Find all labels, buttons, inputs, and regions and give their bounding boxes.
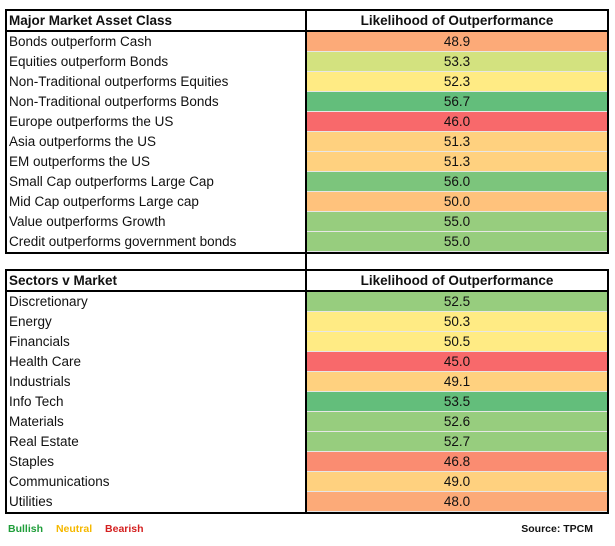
- table-row: Non-Traditional outperforms Bonds 56.7: [7, 92, 607, 112]
- table-row: Value outperforms Growth 55.0: [7, 212, 607, 232]
- table-row: Health Care 45.0: [7, 352, 607, 372]
- row-label: Financials: [7, 332, 307, 352]
- row-value: 51.3: [307, 132, 607, 152]
- table-row: Energy 50.3: [7, 312, 607, 332]
- row-value: 52.7: [307, 432, 607, 452]
- row-label: Value outperforms Growth: [7, 212, 307, 232]
- row-label: Europe outperforms the US: [7, 112, 307, 132]
- row-value: 45.0: [307, 352, 607, 372]
- table-row: Industrials 49.1: [7, 372, 607, 392]
- table-row: Staples 46.8: [7, 452, 607, 472]
- table-row: EM outperforms the US 51.3: [7, 152, 607, 172]
- table-header: Major Market Asset Class Likelihood of O…: [7, 11, 607, 32]
- row-value: 49.1: [307, 372, 607, 392]
- row-value: 48.9: [307, 32, 607, 52]
- row-value: 46.0: [307, 112, 607, 132]
- sectors-table: Sectors v Market Likelihood of Outperfor…: [5, 269, 609, 514]
- table-row: Communications 49.0: [7, 472, 607, 492]
- row-label: Non-Traditional outperforms Equities: [7, 72, 307, 92]
- table-row: Mid Cap outperforms Large cap 50.0: [7, 192, 607, 212]
- table-row: Small Cap outperforms Large Cap 56.0: [7, 172, 607, 192]
- row-label: Credit outperforms government bonds: [7, 232, 307, 252]
- column-divider: [305, 249, 307, 269]
- table-row: Equities outperform Bonds 53.3: [7, 52, 607, 72]
- table-row: Asia outperforms the US 51.3: [7, 132, 607, 152]
- table-row: Info Tech 53.5: [7, 392, 607, 412]
- row-label: Mid Cap outperforms Large cap: [7, 192, 307, 212]
- table-row: Non-Traditional outperforms Equities 52.3: [7, 72, 607, 92]
- legend-bullish: Bullish: [8, 523, 44, 535]
- row-label: Discretionary: [7, 292, 307, 312]
- header-left: Sectors v Market: [7, 271, 307, 290]
- row-label: EM outperforms the US: [7, 152, 307, 172]
- row-label: Materials: [7, 412, 307, 432]
- table-row: Real Estate 52.7: [7, 432, 607, 452]
- row-label: Energy: [7, 312, 307, 332]
- row-value: 53.3: [307, 52, 607, 72]
- row-label: Communications: [7, 472, 307, 492]
- header-right: Likelihood of Outperformance: [307, 11, 607, 30]
- row-label: Asia outperforms the US: [7, 132, 307, 152]
- row-label: Small Cap outperforms Large Cap: [7, 172, 307, 192]
- row-value: 52.6: [307, 412, 607, 432]
- row-label: Utilities: [7, 492, 307, 512]
- table-row: Credit outperforms government bonds 55.0: [7, 232, 607, 252]
- legend-neutral: Neutral: [55, 523, 93, 535]
- row-value: 56.0: [307, 172, 607, 192]
- row-label: Equities outperform Bonds: [7, 52, 307, 72]
- row-value: 53.5: [307, 392, 607, 412]
- table-row: Discretionary 52.5: [7, 292, 607, 312]
- table-header: Sectors v Market Likelihood of Outperfor…: [7, 271, 607, 292]
- row-value: 49.0: [307, 472, 607, 492]
- source-note: Source: TPCM: [521, 523, 593, 535]
- table-row: Financials 50.5: [7, 332, 607, 352]
- table-body: Bonds outperform Cash 48.9 Equities outper…: [7, 32, 607, 252]
- row-value: 55.0: [307, 232, 607, 252]
- row-value: 46.8: [307, 452, 607, 472]
- legend-bearish: Bearish: [105, 523, 144, 535]
- row-value: 55.0: [307, 212, 607, 232]
- table-row: Europe outperforms the US 46.0: [7, 112, 607, 132]
- row-label: Staples: [7, 452, 307, 472]
- table-body: Discretionary 52.5 Energy 50.3 Financials 50.…: [7, 292, 607, 512]
- row-label: Non-Traditional outperforms Bonds: [7, 92, 307, 112]
- row-value: 50.3: [307, 312, 607, 332]
- row-value: 50.5: [307, 332, 607, 352]
- row-label: Info Tech: [7, 392, 307, 412]
- legend: Bullish Neutral Bearish: [8, 523, 154, 535]
- row-label: Industrials: [7, 372, 307, 392]
- row-label: Health Care: [7, 352, 307, 372]
- row-value: 51.3: [307, 152, 607, 172]
- table-row: Materials 52.6: [7, 412, 607, 432]
- asset-class-table: Major Market Asset Class Likelihood of O…: [5, 9, 609, 254]
- row-label: Bonds outperform Cash: [7, 32, 307, 52]
- row-label: Real Estate: [7, 432, 307, 452]
- row-value: 48.0: [307, 492, 607, 512]
- table-row: Bonds outperform Cash 48.9: [7, 32, 607, 52]
- row-value: 56.7: [307, 92, 607, 112]
- row-value: 52.3: [307, 72, 607, 92]
- header-left: Major Market Asset Class: [7, 11, 307, 30]
- row-value: 52.5: [307, 292, 607, 312]
- row-value: 50.0: [307, 192, 607, 212]
- header-right: Likelihood of Outperformance: [307, 271, 607, 290]
- table-row: Utilities 48.0: [7, 492, 607, 512]
